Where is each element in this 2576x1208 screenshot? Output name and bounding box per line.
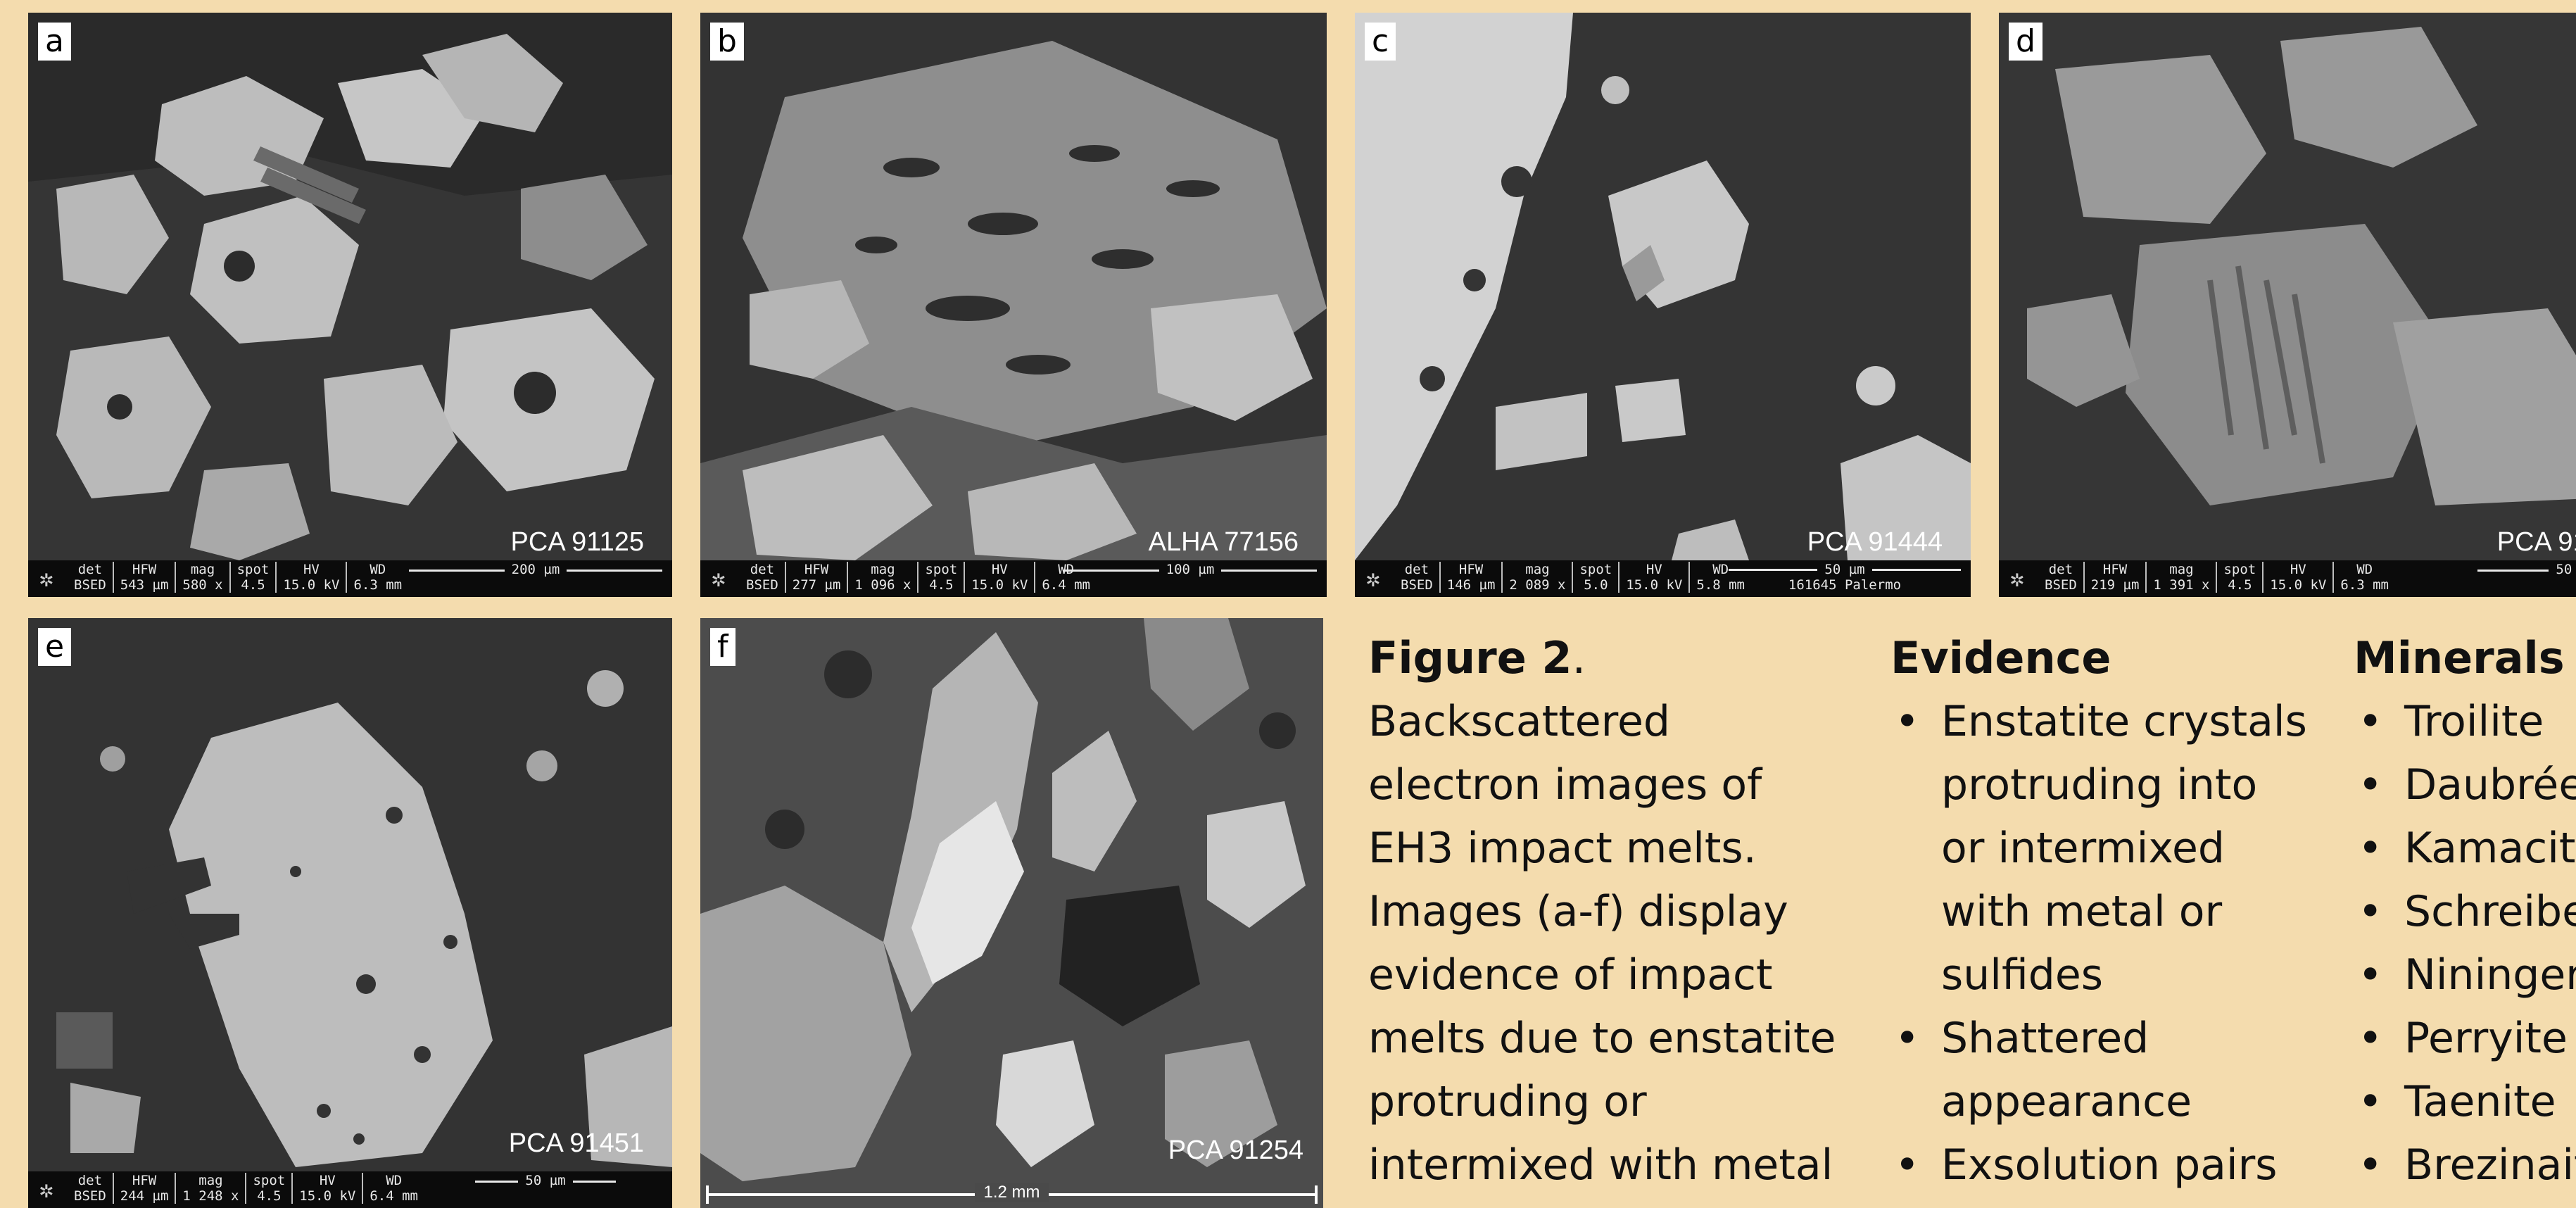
sample-label: ALHA 77156 bbox=[1148, 527, 1299, 557]
sem-panel-b: b ALHA 77156 ✲ det HFW mag spot HV WD BS… bbox=[700, 13, 1327, 597]
mineral-item: Perryite bbox=[2354, 1007, 2576, 1070]
figure-caption: Figure 2. Backscattered electron images … bbox=[1368, 627, 1861, 1197]
caption-line: evidence of impact bbox=[1368, 950, 1773, 1000]
sem-parameters: det HFW mag spot HV WD BSED 277 µm 1 096… bbox=[740, 562, 1097, 593]
scale-label: 50 µm bbox=[2549, 562, 2576, 577]
scale-label: 100 µm bbox=[1158, 562, 1222, 577]
sem-panel-e: e PCA 91451 ✲ det HFW mag spot HV WD BSE… bbox=[28, 618, 672, 1208]
mineral-item: Daubréelite bbox=[2354, 753, 2576, 817]
caption-line: EH3 impact melts. bbox=[1368, 824, 1757, 873]
evidence-section: Evidence Enstatite crystals protruding i… bbox=[1890, 627, 2341, 1197]
mineral-item: Taenite bbox=[2354, 1070, 2576, 1133]
sem-databar: ✲ det HFW mag spot HV WD BSED 219 µm 1 3… bbox=[1999, 560, 2576, 597]
fei-logo-icon: ✲ bbox=[711, 565, 726, 593]
sem-image-e bbox=[28, 618, 672, 1208]
sem-parameters: det HFW mag spot HV WD BSED 146 µm 2 089… bbox=[1394, 562, 1751, 593]
panel-letter: b bbox=[710, 23, 744, 61]
evidence-list: Enstatite crystals protruding into or in… bbox=[1890, 690, 2341, 1197]
minerals-title: Minerals Found bbox=[2354, 632, 2576, 684]
scale-bar: 200 µm bbox=[409, 562, 662, 577]
evidence-title: Evidence bbox=[1890, 632, 2111, 684]
panel-letter: d bbox=[2009, 23, 2043, 61]
scale-bar: 50 µm bbox=[2477, 562, 2576, 577]
mineral-item: Niningerite bbox=[2354, 943, 2576, 1007]
sem-image-f bbox=[700, 618, 1323, 1208]
minerals-list: Troilite Daubréelite Kamacite Schreibers… bbox=[2354, 690, 2576, 1197]
evidence-item: Exsolution pairs bbox=[1890, 1133, 2341, 1197]
evidence-item: Enstatite crystals protruding into or in… bbox=[1890, 690, 2341, 1007]
sem-parameters: det HFW mag spot HV WD BSED 219 µm 1 391… bbox=[2038, 562, 2395, 593]
fei-logo-icon: ✲ bbox=[39, 565, 54, 593]
caption-line: intermixed with metal bbox=[1368, 1140, 1833, 1190]
scale-label: 50 µm bbox=[518, 1173, 573, 1188]
evidence-item: Shattered appearance bbox=[1890, 1007, 2341, 1133]
mineral-item: Brezinaite bbox=[2354, 1133, 2576, 1197]
figure-label: Figure 2. bbox=[1368, 632, 1586, 684]
scale-label: 1.2 mm bbox=[975, 1183, 1049, 1202]
sem-panel-a: a PCA 91125 ✲ det HFW mag spot HV WD BSE… bbox=[28, 13, 672, 597]
fei-logo-icon: ✲ bbox=[39, 1176, 54, 1204]
scale-bar: 50 µm 161645 Palermo bbox=[1729, 562, 1961, 593]
sem-panel-c: c PCA 91444 ✲ det HFW mag spot HV WD BSE… bbox=[1355, 13, 1971, 597]
panel-letter: a bbox=[38, 23, 71, 61]
sample-label: PCA 91254 bbox=[1168, 1135, 1303, 1165]
sem-parameters: det HFW mag spot HV WD BSED 244 µm 1 248… bbox=[68, 1173, 424, 1204]
sample-label: PCA 91451 bbox=[508, 1128, 644, 1158]
sem-image-c bbox=[1355, 13, 1971, 597]
panel-letter: c bbox=[1365, 23, 1396, 61]
scale-bar: 100 µm bbox=[1063, 562, 1317, 577]
caption-line: Images (a-f) display bbox=[1368, 887, 1788, 936]
panel-letter: e bbox=[38, 628, 72, 666]
sample-label: PCA 91125 bbox=[510, 527, 644, 557]
sem-panel-d: d PCA 91085 ✲ det HFW mag spot HV WD BSE… bbox=[1999, 13, 2576, 597]
caption-line: melts due to enstatite bbox=[1368, 1014, 1836, 1063]
mineral-item: Schreibersite bbox=[2354, 880, 2576, 943]
caption-line: protruding or bbox=[1368, 1077, 1647, 1126]
fei-logo-icon: ✲ bbox=[1365, 565, 1381, 593]
sem-image-d bbox=[1999, 13, 2576, 597]
sem-databar: ✲ det HFW mag spot HV WD BSED 277 µm 1 0… bbox=[700, 560, 1327, 597]
scale-label: 50 µm bbox=[1817, 562, 1872, 577]
sem-panel-f: f PCA 91254 1.2 mm bbox=[700, 618, 1323, 1208]
caption-line: electron images of bbox=[1368, 760, 1762, 810]
scale-bar: 1.2 mm bbox=[706, 1183, 1318, 1204]
instrument-label: 161645 Palermo bbox=[1788, 577, 1902, 593]
scale-bar: 50 µm bbox=[475, 1173, 616, 1188]
sem-databar: ✲ det HFW mag spot HV WD BSED 146 µm 2 0… bbox=[1355, 560, 1971, 597]
sem-parameters: det HFW mag spot HV WD BSED 543 µm 580 x… bbox=[68, 562, 409, 593]
mineral-item: Troilite bbox=[2354, 690, 2576, 753]
fei-logo-icon: ✲ bbox=[2009, 565, 2025, 593]
mineral-item: Kamacite bbox=[2354, 817, 2576, 880]
sem-image-b bbox=[700, 13, 1327, 597]
sample-label: PCA 91444 bbox=[1807, 527, 1943, 557]
sample-label: PCA 91085 bbox=[2496, 527, 2576, 557]
minerals-section: Minerals Found Troilite Daubréelite Kama… bbox=[2354, 627, 2576, 1197]
sem-databar: ✲ det HFW mag spot HV WD BSED 543 µm 580… bbox=[28, 560, 672, 597]
sem-image-a bbox=[28, 13, 672, 597]
panel-letter: f bbox=[710, 628, 735, 666]
sem-databar: ✲ det HFW mag spot HV WD BSED 244 µm 1 2… bbox=[28, 1171, 672, 1208]
caption-line: Backscattered bbox=[1368, 697, 1670, 746]
scale-label: 200 µm bbox=[504, 562, 567, 577]
